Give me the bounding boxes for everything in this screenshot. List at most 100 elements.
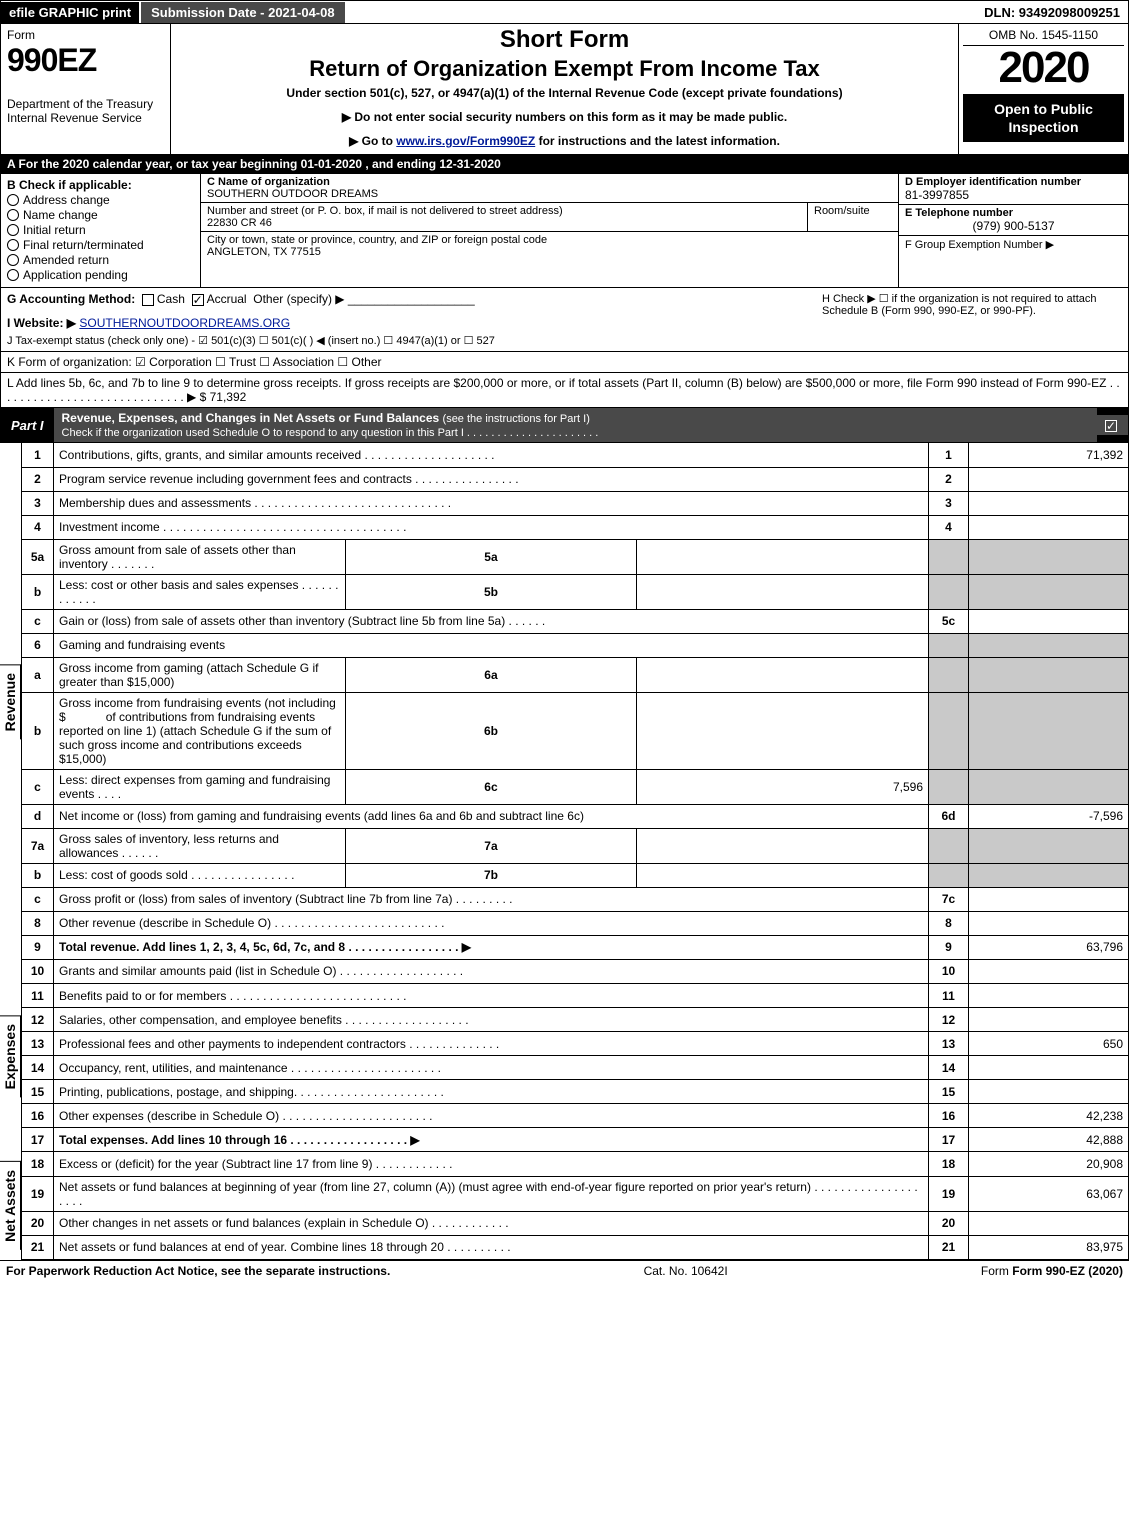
line-5a: 5aGross amount from sale of assets other… — [22, 539, 1129, 574]
checkbox-icon[interactable] — [142, 294, 154, 306]
efile-label[interactable]: efile GRAPHIC print — [1, 2, 139, 23]
mini-val — [637, 863, 929, 887]
ln: 21 — [22, 1235, 54, 1259]
amt — [969, 984, 1129, 1008]
ln: 18 — [22, 1152, 54, 1176]
chk-label: Initial return — [23, 223, 86, 237]
ln: 1 — [22, 443, 54, 467]
org-name-label: C Name of organization — [207, 176, 330, 188]
submission-date: Submission Date - 2021-04-08 — [139, 2, 345, 23]
g-cash: Cash — [157, 292, 185, 306]
num: 15 — [929, 1080, 969, 1104]
desc: Less: direct expenses from gaming and fu… — [54, 769, 346, 804]
chk-label: Final return/terminated — [23, 238, 144, 252]
short-form-title: Short Form — [177, 26, 952, 54]
desc: Other revenue (describe in Schedule O) .… — [54, 911, 929, 935]
shade — [969, 657, 1129, 692]
shade — [969, 769, 1129, 804]
ln: 3 — [22, 491, 54, 515]
shade — [969, 863, 1129, 887]
part1-title-paren: (see the instructions for Part I) — [443, 413, 590, 425]
header-center: Short Form Return of Organization Exempt… — [171, 24, 958, 154]
revenue-tab: Revenue — [0, 664, 21, 739]
mini-val — [637, 539, 929, 574]
amt: 20,908 — [969, 1152, 1129, 1176]
chk-amended-return[interactable]: Amended return — [7, 253, 194, 267]
form-number: 990EZ — [7, 42, 164, 79]
g-other: Other (specify) ▶ — [253, 292, 344, 306]
chk-initial-return[interactable]: Initial return — [7, 223, 194, 237]
chk-address-change[interactable]: Address change — [7, 193, 194, 207]
mini-val: 7,596 — [637, 769, 929, 804]
header-left: Form 990EZ Department of the Treasury In… — [1, 24, 171, 154]
num: 17 — [929, 1128, 969, 1152]
line-5c: cGain or (loss) from sale of assets othe… — [22, 609, 1129, 633]
desc-bold: Total expenses. Add lines 10 through 16 … — [59, 1133, 420, 1147]
website-link[interactable]: SOUTHERNOUTDOORDREAMS.ORG — [79, 316, 290, 330]
desc: Excess or (deficit) for the year (Subtra… — [54, 1152, 929, 1176]
num: 18 — [929, 1152, 969, 1176]
desc: Gaming and fundraising events — [54, 633, 929, 657]
desc2: of contributions from fundraising events… — [59, 710, 331, 766]
line-15: 15Printing, publications, postage, and s… — [22, 1080, 1129, 1104]
shade — [929, 828, 969, 863]
line-17: 17 Total expenses. Add lines 10 through 1… — [22, 1128, 1129, 1152]
city-row: City or town, state or province, country… — [201, 232, 898, 260]
mini-ln: 7b — [345, 863, 637, 887]
desc: Net income or (loss) from gaming and fun… — [54, 804, 929, 828]
col-c: C Name of organization SOUTHERN OUTDOOR … — [201, 174, 898, 287]
shade — [929, 692, 969, 769]
ln: d — [22, 804, 54, 828]
ln: 8 — [22, 911, 54, 935]
row-k: K Form of organization: ☑ Corporation ☐ … — [0, 352, 1129, 373]
line-12: 12Salaries, other compensation, and empl… — [22, 1008, 1129, 1032]
ln: c — [22, 769, 54, 804]
top-bar: efile GRAPHIC print Submission Date - 20… — [0, 0, 1129, 24]
irs-link[interactable]: www.irs.gov/Form990EZ — [396, 134, 535, 148]
checkbox-icon — [1105, 420, 1117, 432]
amt — [969, 1080, 1129, 1104]
part1-header: Part I Revenue, Expenses, and Changes in… — [0, 408, 1129, 443]
shade — [969, 539, 1129, 574]
amt — [969, 467, 1129, 491]
desc: Occupancy, rent, utilities, and maintena… — [54, 1056, 929, 1080]
ein-label: D Employer identification number — [905, 176, 1122, 188]
chk-name-change[interactable]: Name change — [7, 208, 194, 222]
chk-final-return[interactable]: Final return/terminated — [7, 238, 194, 252]
ein-block: D Employer identification number 81-3997… — [899, 174, 1128, 204]
num: 12 — [929, 1008, 969, 1032]
part1-check[interactable] — [1097, 415, 1128, 435]
ln: 17 — [22, 1128, 54, 1152]
shade — [929, 863, 969, 887]
dept-treasury: Department of the Treasury Internal Reve… — [7, 97, 164, 126]
desc: Grants and similar amounts paid (list in… — [54, 960, 929, 984]
desc: Total revenue. Add lines 1, 2, 3, 4, 5c,… — [54, 935, 929, 959]
row-j: J Tax-exempt status (check only one) - ☑… — [7, 334, 802, 347]
desc: Printing, publications, postage, and shi… — [54, 1080, 929, 1104]
ln: b — [22, 574, 54, 609]
line-6d: dNet income or (loss) from gaming and fu… — [22, 804, 1129, 828]
phone-value: (979) 900-5137 — [905, 219, 1122, 233]
shade — [929, 633, 969, 657]
amt — [969, 887, 1129, 911]
desc: Other expenses (describe in Schedule O) … — [54, 1104, 929, 1128]
shade — [969, 828, 1129, 863]
num: 7c — [929, 887, 969, 911]
checkbox-icon[interactable] — [192, 294, 204, 306]
line-3: 3Membership dues and assessments . . . .… — [22, 491, 1129, 515]
ln: 4 — [22, 515, 54, 539]
open-to-public: Open to Public Inspection — [963, 94, 1124, 142]
addr-cell: Number and street (or P. O. box, if mail… — [201, 203, 808, 231]
goto-instructions: ▶ Go to www.irs.gov/Form990EZ for instru… — [177, 134, 952, 148]
line-8: 8Other revenue (describe in Schedule O) … — [22, 911, 1129, 935]
shade — [969, 692, 1129, 769]
amt — [969, 515, 1129, 539]
chk-application-pending[interactable]: Application pending — [7, 268, 194, 282]
line-9: 9Total revenue. Add lines 1, 2, 3, 4, 5c… — [22, 935, 1129, 959]
desc-bold: Total revenue. Add lines 1, 2, 3, 4, 5c,… — [59, 940, 471, 954]
circle-icon — [7, 209, 19, 221]
footer-right: Form Form 990-EZ (2020) — [981, 1264, 1123, 1278]
line-2: 2Program service revenue including gover… — [22, 467, 1129, 491]
amt: 650 — [969, 1032, 1129, 1056]
g-accrual: Accrual — [207, 292, 247, 306]
